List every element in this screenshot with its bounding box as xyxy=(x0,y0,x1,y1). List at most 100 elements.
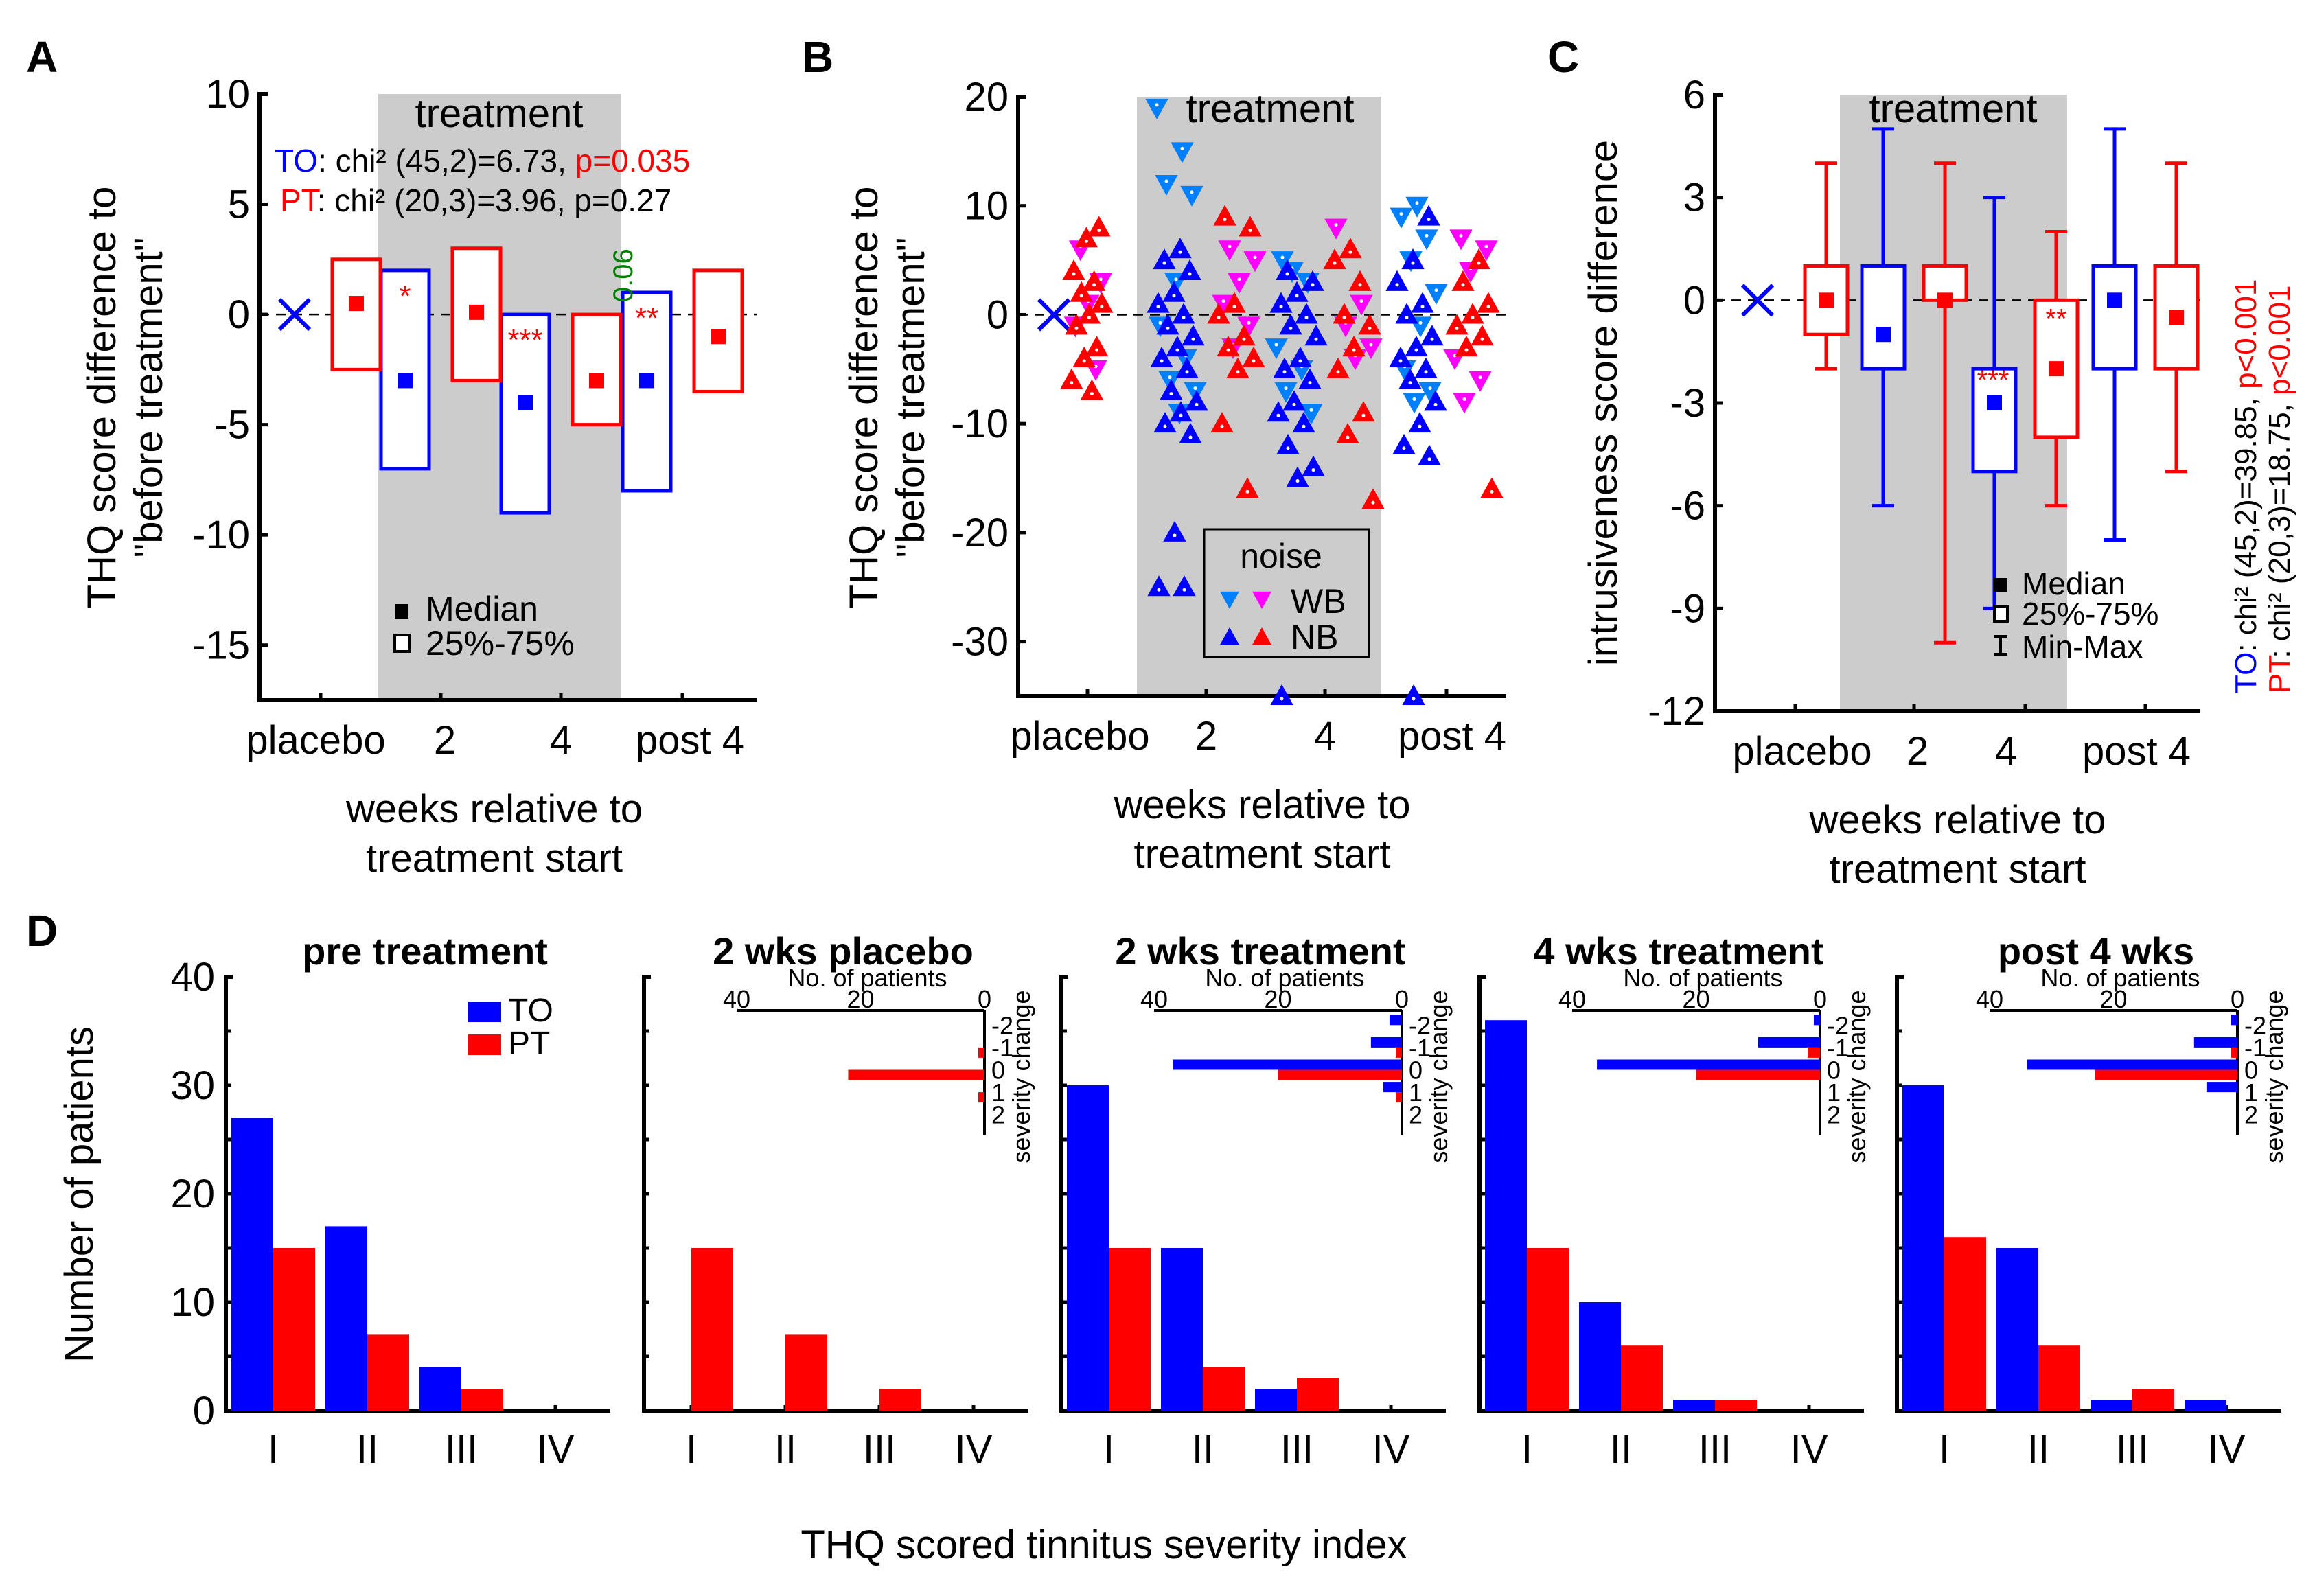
wb-data-point xyxy=(1171,142,1194,163)
inset-bar-to xyxy=(2231,1015,2237,1026)
data-point-center xyxy=(1459,233,1463,238)
inset-x-tick-label: 20 xyxy=(1682,985,1709,1013)
median-marker-pt xyxy=(589,373,604,389)
data-point-center xyxy=(1175,348,1179,352)
inset-y-tick-label: 1 xyxy=(1827,1078,1841,1107)
stats-pt-label: PT xyxy=(2263,656,2296,693)
inset-bar-to xyxy=(1383,1082,1402,1093)
y-axis-title: THQ score difference to xyxy=(80,187,124,609)
x-tick-label: II xyxy=(356,1427,378,1472)
median-marker-to xyxy=(398,373,413,389)
y-axis-title: intrusiveness score difference xyxy=(1581,140,1626,666)
nb-data-point xyxy=(1414,357,1438,378)
bar-pt-II xyxy=(2038,1345,2080,1411)
x-tick-label: III xyxy=(863,1427,896,1472)
nb-data-point xyxy=(1217,336,1240,357)
subplot-title: 4 wks treatment xyxy=(1533,929,1823,973)
wb-data-point xyxy=(1475,240,1498,262)
median-marker-to xyxy=(1876,327,1891,343)
inset-bar-pt xyxy=(1395,1047,1402,1058)
wb-data-point xyxy=(1469,371,1492,392)
legend-iqr-swatch xyxy=(393,634,411,653)
data-point-center xyxy=(1342,315,1346,319)
subplot-title: post 4 wks xyxy=(1998,929,2194,973)
x-axis-title: weeks relative to xyxy=(345,787,643,831)
data-point-center xyxy=(1333,261,1337,265)
data-point-center xyxy=(1415,201,1419,205)
nb-data-point xyxy=(1461,303,1484,324)
inset-bar-to xyxy=(1370,1037,1402,1048)
wb-data-point xyxy=(1180,185,1203,207)
inset-x-tick-label: 40 xyxy=(1558,985,1586,1013)
y-tick-label: -3 xyxy=(1670,381,1705,426)
data-point-center xyxy=(1311,283,1315,287)
inset-y-tick-label: -1 xyxy=(1827,1034,1849,1062)
data-point-center xyxy=(1309,408,1313,412)
y-tick-label: -10 xyxy=(951,402,1009,446)
nb-data-point xyxy=(1213,205,1236,226)
data-point-center xyxy=(1172,294,1176,298)
data-point-center xyxy=(1286,446,1290,450)
inset-x-tick-label: 0 xyxy=(1395,985,1409,1013)
stats-pt-text: : chi² (20,3)=3.96, p=0.27 xyxy=(317,183,672,218)
nb-data-point xyxy=(1418,444,1441,465)
inset-bar-to xyxy=(1389,1015,1402,1026)
x-tick-label: II xyxy=(774,1427,796,1472)
x-axis-title: THQ scored tinnitus severity index xyxy=(801,1523,1407,1567)
inset-x-tick-label: 0 xyxy=(978,985,991,1013)
legend-median-swatch xyxy=(1994,578,2007,592)
data-point-center xyxy=(1395,283,1399,287)
nb-data-point xyxy=(1339,238,1362,259)
iqr-box-to xyxy=(2091,264,2138,371)
inset-bar-pt xyxy=(2095,1069,2237,1080)
inset-y-tick-label: -1 xyxy=(1409,1034,1431,1062)
significance-stars: *** xyxy=(1977,365,2009,395)
legend-title: noise xyxy=(1240,537,1322,575)
nb-data-point xyxy=(1295,303,1318,324)
data-point-center xyxy=(1336,370,1340,374)
nb-data-point xyxy=(1417,205,1440,226)
inset-x-tick-label: 40 xyxy=(723,985,750,1013)
nb-data-point xyxy=(1358,314,1381,335)
data-point-center xyxy=(1361,413,1366,417)
data-point-center xyxy=(1427,218,1431,222)
legend-to-swatch xyxy=(468,1002,501,1022)
data-point-center xyxy=(1084,239,1088,243)
inset-x-tick-label: 40 xyxy=(1140,985,1168,1013)
y-tick-label: 10 xyxy=(964,184,1009,229)
inset-x-tick-label: 0 xyxy=(1813,985,1827,1013)
data-point-center xyxy=(1072,272,1076,276)
bar-pt-I xyxy=(1527,1248,1569,1411)
nb-data-point xyxy=(1173,575,1196,597)
nb-data-point xyxy=(1389,346,1412,367)
inset-y-tick-label: 0 xyxy=(991,1056,1005,1085)
x-tick-label: IV xyxy=(1372,1427,1410,1472)
data-point-center xyxy=(1427,457,1431,461)
median-marker-pt xyxy=(2169,310,2184,325)
nb-data-point xyxy=(1267,401,1290,422)
legend-pt-label: PT xyxy=(508,1026,550,1062)
data-point-center xyxy=(1156,305,1160,309)
legend-median-label: Median xyxy=(426,590,538,628)
bar-to-II xyxy=(1996,1248,2038,1411)
nb-data-point xyxy=(1090,292,1114,313)
data-point-center xyxy=(1166,326,1170,330)
data-point-center xyxy=(1155,103,1159,107)
data-point-center xyxy=(1418,424,1422,428)
data-point-center xyxy=(1304,315,1309,319)
stats-pt-label: PT xyxy=(280,183,321,218)
data-point-center xyxy=(1098,277,1103,281)
x-axis-title: weeks relative to xyxy=(1114,783,1411,827)
nb-data-point xyxy=(1395,303,1418,324)
data-point-center xyxy=(1480,337,1484,341)
significance-stars: ** xyxy=(2045,303,2066,334)
data-point-center xyxy=(1398,359,1403,363)
nb-data-point xyxy=(1401,248,1425,270)
nb-data-point xyxy=(1080,379,1104,400)
nb-data-point xyxy=(1150,346,1173,367)
data-point-center xyxy=(1276,413,1280,417)
median-marker-pt xyxy=(469,304,484,320)
nb-data-point xyxy=(1082,270,1106,291)
